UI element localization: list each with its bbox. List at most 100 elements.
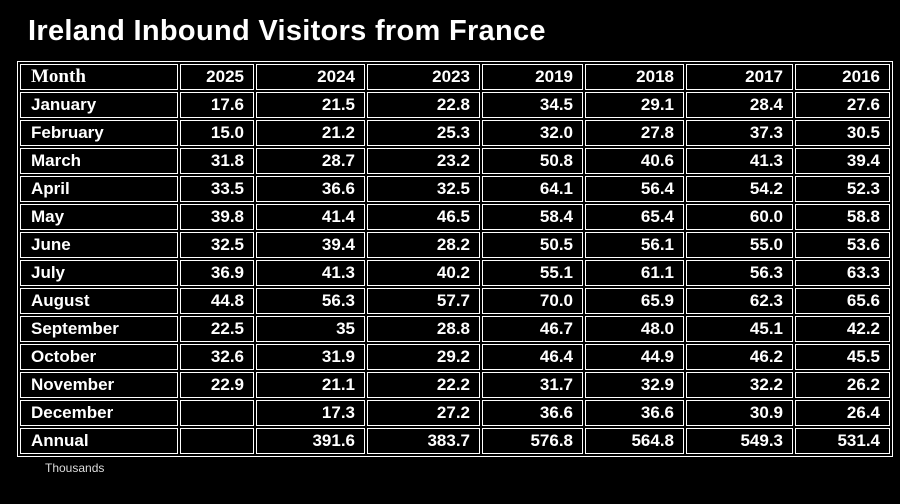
month-cell: June <box>20 232 178 258</box>
value-cell: 46.5 <box>367 204 480 230</box>
value-cell: 41.3 <box>686 148 793 174</box>
value-cell: 531.4 <box>795 428 890 454</box>
value-cell: 15.0 <box>180 120 254 146</box>
value-cell: 29.1 <box>585 92 684 118</box>
month-cell: December <box>20 400 178 426</box>
table-row-february: February 15.0 21.2 25.3 32.0 27.8 37.3 3… <box>20 120 890 146</box>
value-cell: 48.0 <box>585 316 684 342</box>
value-cell: 21.5 <box>256 92 365 118</box>
page-title: Ireland Inbound Visitors from France <box>28 15 546 47</box>
month-cell: July <box>20 260 178 286</box>
value-cell: 32.0 <box>482 120 583 146</box>
value-cell: 17.3 <box>256 400 365 426</box>
month-cell: Annual <box>20 428 178 454</box>
value-cell: 41.3 <box>256 260 365 286</box>
value-cell: 50.8 <box>482 148 583 174</box>
value-cell: 17.6 <box>180 92 254 118</box>
value-cell: 22.2 <box>367 372 480 398</box>
month-cell: August <box>20 288 178 314</box>
value-cell: 41.4 <box>256 204 365 230</box>
month-cell: May <box>20 204 178 230</box>
value-cell: 36.6 <box>256 176 365 202</box>
value-cell: 27.2 <box>367 400 480 426</box>
value-cell: 22.5 <box>180 316 254 342</box>
value-cell: 42.2 <box>795 316 890 342</box>
value-cell: 549.3 <box>686 428 793 454</box>
value-cell: 39.4 <box>256 232 365 258</box>
value-cell: 40.2 <box>367 260 480 286</box>
value-cell: 33.5 <box>180 176 254 202</box>
value-cell: 30.5 <box>795 120 890 146</box>
month-cell: November <box>20 372 178 398</box>
value-cell: 53.6 <box>795 232 890 258</box>
value-cell: 28.2 <box>367 232 480 258</box>
value-cell: 29.2 <box>367 344 480 370</box>
table-row-october: October 32.6 31.9 29.2 46.4 44.9 46.2 45… <box>20 344 890 370</box>
table-row-january: January 17.6 21.5 22.8 34.5 29.1 28.4 27… <box>20 92 890 118</box>
value-cell: 21.2 <box>256 120 365 146</box>
value-cell: 32.2 <box>686 372 793 398</box>
value-cell: 65.9 <box>585 288 684 314</box>
value-cell: 21.1 <box>256 372 365 398</box>
value-cell: 26.4 <box>795 400 890 426</box>
value-cell: 391.6 <box>256 428 365 454</box>
table-row-september: September 22.5 35 28.8 46.7 48.0 45.1 42… <box>20 316 890 342</box>
table-row-august: August 44.8 56.3 57.7 70.0 65.9 62.3 65.… <box>20 288 890 314</box>
value-cell: 32.6 <box>180 344 254 370</box>
value-cell: 52.3 <box>795 176 890 202</box>
value-cell: 25.3 <box>367 120 480 146</box>
value-cell: 36.6 <box>482 400 583 426</box>
value-cell: 44.9 <box>585 344 684 370</box>
table-row-may: May 39.8 41.4 46.5 58.4 65.4 60.0 58.8 <box>20 204 890 230</box>
value-cell: 45.1 <box>686 316 793 342</box>
value-cell: 46.2 <box>686 344 793 370</box>
value-cell-empty <box>180 428 254 454</box>
value-cell: 564.8 <box>585 428 684 454</box>
value-cell: 56.3 <box>686 260 793 286</box>
value-cell: 55.0 <box>686 232 793 258</box>
value-cell: 36.6 <box>585 400 684 426</box>
value-cell: 64.1 <box>482 176 583 202</box>
value-cell: 60.0 <box>686 204 793 230</box>
value-cell-empty <box>180 400 254 426</box>
value-cell: 65.6 <box>795 288 890 314</box>
value-cell: 28.7 <box>256 148 365 174</box>
value-cell: 56.4 <box>585 176 684 202</box>
value-cell: 26.2 <box>795 372 890 398</box>
value-cell: 46.4 <box>482 344 583 370</box>
value-cell: 44.8 <box>180 288 254 314</box>
month-cell: March <box>20 148 178 174</box>
table-row-november: November 22.9 21.1 22.2 31.7 32.9 32.2 2… <box>20 372 890 398</box>
table-container: Month 2025 2024 2023 2019 2018 2017 2016… <box>17 61 900 475</box>
value-cell: 46.7 <box>482 316 583 342</box>
value-cell: 35 <box>256 316 365 342</box>
value-cell: 31.7 <box>482 372 583 398</box>
value-cell: 58.4 <box>482 204 583 230</box>
column-header-2024: 2024 <box>256 64 365 90</box>
table-row-july: July 36.9 41.3 40.2 55.1 61.1 56.3 63.3 <box>20 260 890 286</box>
value-cell: 45.5 <box>795 344 890 370</box>
units-footnote: Thousands <box>45 461 105 475</box>
table-row-december: December 17.3 27.2 36.6 36.6 30.9 26.4 <box>20 400 890 426</box>
table-row-annual: Annual 391.6 383.7 576.8 564.8 549.3 531… <box>20 428 890 454</box>
value-cell: 36.9 <box>180 260 254 286</box>
column-header-month: Month <box>20 64 178 90</box>
value-cell: 32.5 <box>180 232 254 258</box>
month-cell: October <box>20 344 178 370</box>
value-cell: 30.9 <box>686 400 793 426</box>
value-cell: 65.4 <box>585 204 684 230</box>
month-cell: February <box>20 120 178 146</box>
value-cell: 61.1 <box>585 260 684 286</box>
table-row-march: March 31.8 28.7 23.2 50.8 40.6 41.3 39.4 <box>20 148 890 174</box>
value-cell: 56.3 <box>256 288 365 314</box>
column-header-2017: 2017 <box>686 64 793 90</box>
column-header-2023: 2023 <box>367 64 480 90</box>
table-row-april: April 33.5 36.6 32.5 64.1 56.4 54.2 52.3 <box>20 176 890 202</box>
column-header-2019: 2019 <box>482 64 583 90</box>
value-cell: 63.3 <box>795 260 890 286</box>
value-cell: 32.5 <box>367 176 480 202</box>
value-cell: 70.0 <box>482 288 583 314</box>
visitors-table: Month 2025 2024 2023 2019 2018 2017 2016… <box>17 61 893 457</box>
value-cell: 383.7 <box>367 428 480 454</box>
value-cell: 54.2 <box>686 176 793 202</box>
